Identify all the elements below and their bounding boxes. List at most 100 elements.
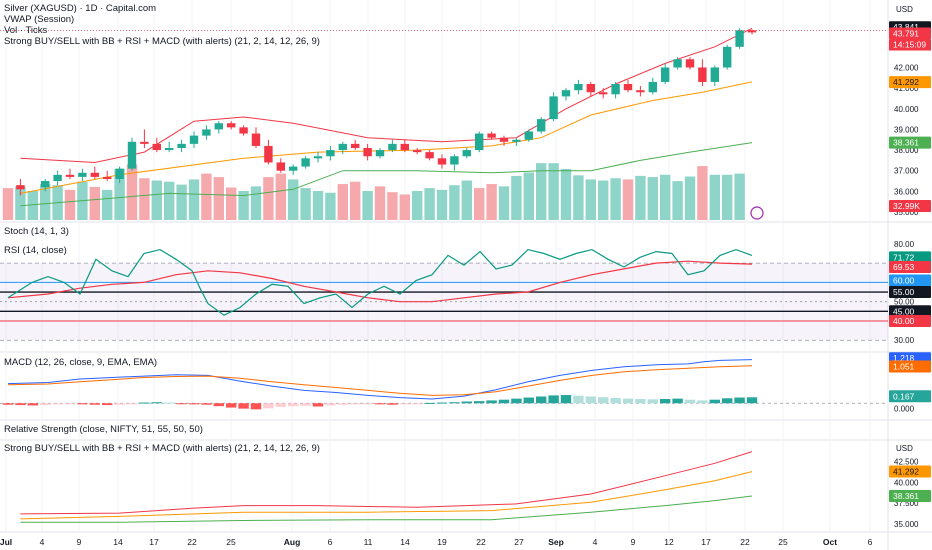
candle-body xyxy=(338,143,347,151)
macd-legend[interactable]: MACD (12, 26, close, 9, EMA, EMA) xyxy=(4,357,158,368)
candle-body xyxy=(537,119,546,132)
x-axis-label: 6 xyxy=(868,537,873,547)
candle-body xyxy=(611,84,620,95)
volume-bar xyxy=(598,180,609,220)
candle-body xyxy=(623,84,633,91)
macd-histogram-bar xyxy=(511,398,522,404)
macd-histogram-bar xyxy=(709,399,720,404)
macd-histogram-bar xyxy=(139,402,150,404)
volume-bar xyxy=(486,184,497,220)
rsi-band-fill xyxy=(0,263,888,341)
candle-body xyxy=(388,143,397,151)
x-axis-label: 14 xyxy=(400,537,410,547)
candle-body xyxy=(698,67,707,82)
vwap-badge: 41.292 xyxy=(893,77,919,87)
candle-body xyxy=(177,143,186,148)
volume-bar xyxy=(213,177,224,220)
macd-histogram-bar xyxy=(684,399,696,404)
volume-bar xyxy=(275,173,286,220)
macd-histogram-bar xyxy=(89,403,100,405)
lower-ema-badge: 41.292 xyxy=(893,467,919,477)
candle-body xyxy=(326,150,335,157)
volume-bar xyxy=(560,168,572,220)
x-axis-label: 11 xyxy=(364,537,373,547)
macd-histogram-bar xyxy=(374,403,386,405)
x-axis-label: 25 xyxy=(226,537,236,547)
x-axis-label: 17 xyxy=(149,537,159,547)
volume-bar xyxy=(2,188,14,220)
macd-histogram-bar xyxy=(585,396,596,404)
candle-body xyxy=(524,131,533,140)
macd-histogram-bar xyxy=(647,399,658,404)
x-axis-label: Sep xyxy=(548,537,564,547)
macd-histogram-bar xyxy=(610,397,621,404)
volume-bar xyxy=(226,187,237,220)
volume-bar xyxy=(684,176,696,220)
candle-body xyxy=(710,67,719,82)
level-60-badge-bg xyxy=(889,274,931,287)
macd-histogram-bar xyxy=(424,402,435,404)
candle-body xyxy=(574,84,583,91)
candle-body xyxy=(462,150,471,157)
candle-body xyxy=(65,174,75,177)
lower-band-badge-bg xyxy=(889,489,931,502)
volume-bar xyxy=(498,186,510,220)
candle-body xyxy=(747,30,757,33)
x-axis-label: 19 xyxy=(437,537,447,547)
volume-bar xyxy=(27,191,38,220)
macd-histogram-bar xyxy=(176,403,187,405)
volume-bar xyxy=(709,174,720,220)
x-axis-label: Aug xyxy=(284,537,301,547)
macd-histogram-bar xyxy=(325,403,336,406)
volume-bar xyxy=(300,188,311,220)
lower-tick-label: 40.000 xyxy=(894,478,919,487)
level-40-badge-bg xyxy=(889,314,931,327)
last-price-badge-bg xyxy=(889,27,931,40)
volume-bar xyxy=(40,184,51,220)
rsi-legend[interactable]: RSI (14, close) xyxy=(4,245,67,256)
candle-body xyxy=(685,59,695,68)
candle-body xyxy=(140,141,149,144)
lower-ema-badge-bg xyxy=(889,465,931,478)
candle-body xyxy=(152,143,161,151)
stoch-legend[interactable]: Stoch (14, 1, 3) xyxy=(4,226,69,237)
macd-histogram-bar xyxy=(275,403,286,407)
volume-bar xyxy=(461,180,472,220)
volume-legend[interactable]: Vol · Ticks xyxy=(4,25,48,36)
macd-histogram-bar xyxy=(226,403,237,408)
lower-currency-label: USD xyxy=(896,444,913,453)
relative-strength-legend[interactable]: Relative Strength (close, NIFTY, 51, 55,… xyxy=(4,424,203,435)
macd-histogram-bar xyxy=(474,401,485,404)
x-axis-label: Oct xyxy=(823,537,837,547)
vwap-badge-bg xyxy=(889,76,931,89)
symbol-title[interactable]: Silver (XAGUSD) · 1D · Capital.com xyxy=(4,3,157,14)
countdown-badge: 14:15:09 xyxy=(893,40,926,50)
macd-histogram-bar xyxy=(746,397,758,404)
alert-icon xyxy=(750,206,764,220)
candle-body xyxy=(313,156,323,159)
vwap-legend[interactable]: VWAP (Session) xyxy=(4,14,75,25)
candle-body xyxy=(239,127,248,134)
x-axis-label: 12 xyxy=(664,537,674,547)
price-tick-label: 37.000 xyxy=(894,167,919,176)
volume-bar xyxy=(263,177,274,220)
macd-tick-label: 0.000 xyxy=(894,404,915,413)
macd-histogram-bar xyxy=(722,398,733,404)
volume-bar xyxy=(610,178,621,220)
rsi-tick-label: 80.00 xyxy=(894,240,915,249)
candle-body xyxy=(673,59,682,68)
strategy-legend[interactable]: Strong BUY/SELL with BB + RSI + MACD (wi… xyxy=(4,36,320,47)
x-axis-label: 14 xyxy=(113,537,123,547)
volume-bar xyxy=(288,179,299,220)
level-55-badge-bg xyxy=(889,286,931,299)
x-axis-label: 9 xyxy=(631,537,636,547)
x-axis-label: 9 xyxy=(77,537,82,547)
macd-badge: 1.218 xyxy=(893,353,915,363)
countdown-badge-bg xyxy=(889,39,931,51)
volume-bar xyxy=(449,185,460,220)
lower-lower-line xyxy=(20,495,753,523)
volume-bar xyxy=(201,173,212,220)
strong-signal-legend[interactable]: Strong BUY/SELL with BB + RSI + MACD (wi… xyxy=(4,443,320,454)
volume-bar xyxy=(647,177,658,220)
